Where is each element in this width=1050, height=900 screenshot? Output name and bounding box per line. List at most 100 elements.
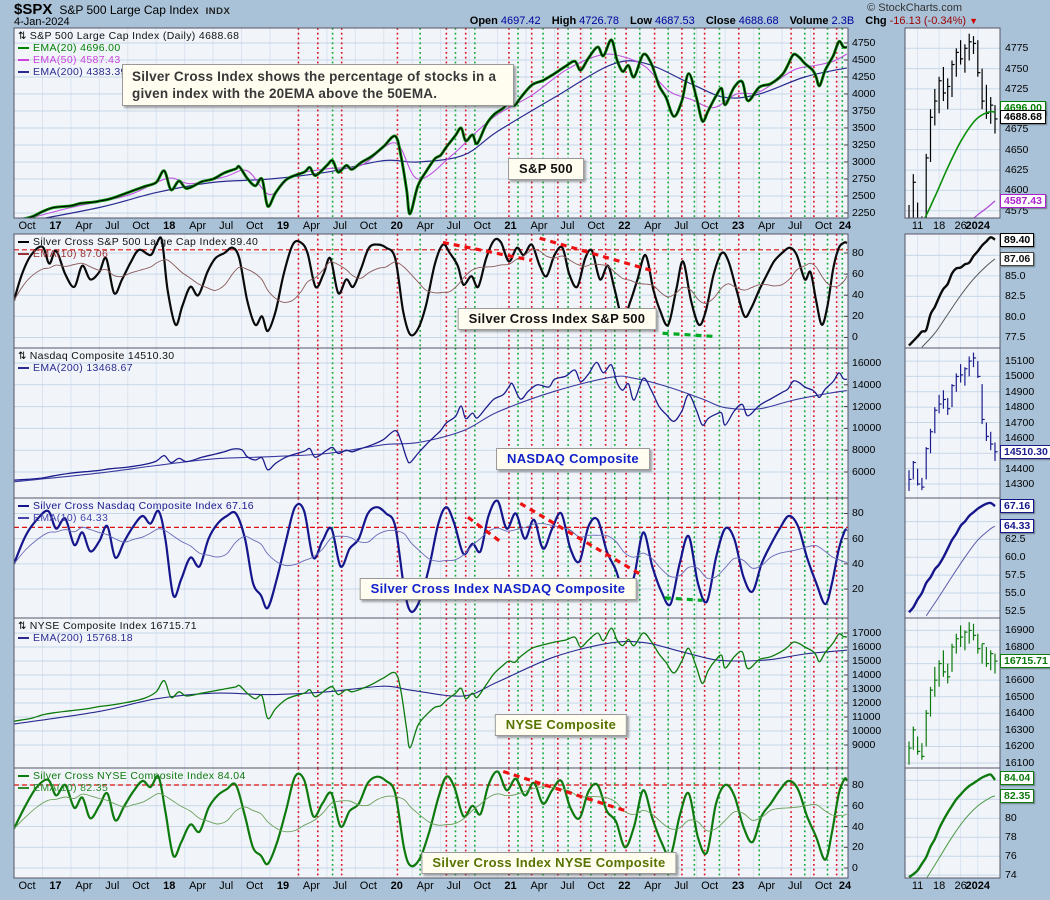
volume-value: 2.3B <box>831 15 855 27</box>
legend-row: EMA(200) 4383.39 <box>18 66 239 78</box>
x-axis-label: 19 <box>276 220 290 232</box>
x-axis-label: Apr <box>189 220 207 232</box>
mini-x-axis-label: 2024 <box>965 880 991 892</box>
mini-y-axis-label: 16100 <box>1005 757 1035 770</box>
legend-row: EMA(10) 82.35 <box>18 782 246 794</box>
panel-legend: ⇅ NYSE Composite Index 16715.71 EMA(200) 1… <box>18 620 197 644</box>
y-axis-label: 80 <box>852 507 864 520</box>
y-axis-label: 4000 <box>852 87 876 100</box>
series-swatch <box>18 241 29 243</box>
y-axis-label: 3500 <box>852 121 876 134</box>
panel-title: Silver Cross S&P 500 Large Cap Index 89.… <box>33 236 259 248</box>
y-axis-label: 80 <box>852 247 864 259</box>
y-axis-label: 20 <box>852 310 864 323</box>
x-axis-label: 21 <box>504 880 517 892</box>
x-axis-label: 21 <box>504 220 517 232</box>
mini-y-axis-label: 60.0 <box>1005 551 1026 564</box>
y-axis-label: 60 <box>852 268 864 281</box>
x-axis-label: 18 <box>163 880 176 892</box>
x-axis-label: Jul <box>332 880 347 892</box>
legend-swatch <box>18 253 29 255</box>
y-axis-label: 9000 <box>852 738 876 751</box>
y-axis-label: 8000 <box>852 444 876 457</box>
panel-legend: Silver Cross Nasdaq Composite Index 67.1… <box>18 500 254 524</box>
y-axis-label: 10000 <box>852 422 882 435</box>
x-axis-label: Oct <box>701 880 719 892</box>
legend-swatch <box>18 367 29 369</box>
y-axis-label: 2500 <box>852 189 876 202</box>
x-axis-label: Jul <box>446 880 461 892</box>
y-axis-label: 3000 <box>852 155 876 168</box>
x-axis-label: Oct <box>18 220 36 232</box>
chart-header: $SPX S&P 500 Large Cap Index INDX <box>14 1 230 19</box>
y-axis-label: 60 <box>852 532 864 545</box>
y-axis-label: 16000 <box>852 356 882 369</box>
y-axis-label: 12000 <box>852 696 882 709</box>
ohlc-quote-bar: Open 4697.42 High 4726.78 Low 4687.53 Close… <box>462 15 978 27</box>
x-axis-label: Apr <box>416 220 434 232</box>
panel-title: Silver Cross Nasdaq Composite Index 67.1… <box>33 500 254 512</box>
x-axis-label: Oct <box>473 880 491 892</box>
x-axis-label: Oct <box>587 220 605 232</box>
legend-title-row: ⇅ S&P 500 Large Cap Index (Daily) 4688.68 <box>18 30 239 42</box>
panel-legend: Silver Cross NYSE Composite Index 84.04 E… <box>18 770 246 794</box>
panel-title: Silver Cross NYSE Composite Index 84.04 <box>33 770 246 782</box>
panel-title: NYSE Composite Index 16715.71 <box>29 620 197 632</box>
y-axis-label: 12000 <box>852 400 882 413</box>
x-axis-label: Jul <box>446 220 461 232</box>
x-axis-label: Oct <box>132 880 150 892</box>
y-axis-label: 10000 <box>852 724 882 737</box>
y-axis-label: 2750 <box>852 172 876 185</box>
legend-label: EMA(200) 15768.18 <box>33 632 133 644</box>
mini-x-axis-label: 2024 <box>965 220 991 232</box>
mini-y-axis-label: 14400 <box>1005 462 1035 475</box>
x-axis-label: Oct <box>132 220 150 232</box>
legend-label: EMA(10) 87.06 <box>33 248 109 260</box>
x-axis-label: Apr <box>530 880 548 892</box>
y-axis-label: 6000 <box>852 466 876 478</box>
panel-legend: Silver Cross S&P 500 Large Cap Index 89.… <box>18 236 258 260</box>
legend-title-row: ⇅ Nasdaq Composite 14510.30 <box>18 350 175 362</box>
mini-x-axis-label: 26 <box>954 880 967 892</box>
y-axis-label: 0 <box>852 331 858 344</box>
legend-title-row: ⇅ NYSE Composite Index 16715.71 <box>18 620 197 632</box>
mini-y-axis-label: 82.5 <box>1005 290 1026 303</box>
last-value-box: 64.33 <box>1000 519 1035 534</box>
chg-label: Chg <box>865 15 887 27</box>
x-axis-label: Oct <box>245 880 264 892</box>
x-axis-label: Oct <box>701 220 719 232</box>
y-axis-label: 14000 <box>852 668 882 681</box>
x-axis-label: 24 <box>838 220 852 232</box>
legend-label: EMA(10) 64.33 <box>33 512 109 524</box>
y-axis-label: 40 <box>852 289 864 302</box>
mini-y-axis-label: 16900 <box>1005 624 1035 637</box>
x-axis-label: 23 <box>731 880 745 892</box>
last-value-box: 87.06 <box>1000 251 1035 266</box>
legend-row: EMA(10) 64.33 <box>18 512 254 524</box>
y-axis-label: 3750 <box>852 104 876 117</box>
high-label: High <box>551 15 577 27</box>
mini-y-axis-label: 52.5 <box>1005 604 1026 617</box>
y-axis-label: 40 <box>852 557 864 570</box>
legend-label: EMA(50) 4587.43 <box>33 54 121 66</box>
series-type-icon: ⇅ <box>18 31 27 42</box>
series-type-icon: ⇅ <box>18 351 27 362</box>
x-axis-label: 20 <box>390 220 403 232</box>
chg-down-arrow-icon: ▼ <box>969 16 978 26</box>
legend-swatch <box>18 47 29 49</box>
legend-row: EMA(200) 15768.18 <box>18 632 197 644</box>
mini-y-axis-label: 16200 <box>1005 740 1035 753</box>
mini-y-axis-label: 14900 <box>1005 385 1035 398</box>
y-axis-label: 2250 <box>852 206 876 219</box>
legend-label: EMA(10) 82.35 <box>33 782 109 794</box>
x-axis-label: Apr <box>302 220 320 232</box>
x-axis-label: Apr <box>75 220 93 232</box>
x-axis-label: Jul <box>674 220 689 232</box>
y-axis-label: 0 <box>852 862 858 875</box>
x-axis-label: Apr <box>189 880 207 892</box>
panel-legend: ⇅ Nasdaq Composite 14510.30 EMA(200) 13468… <box>18 350 175 374</box>
mini-y-axis-label: 16600 <box>1005 674 1035 687</box>
volume-label: Volume <box>789 15 829 27</box>
mini-y-axis-label: 15000 <box>1005 370 1035 383</box>
